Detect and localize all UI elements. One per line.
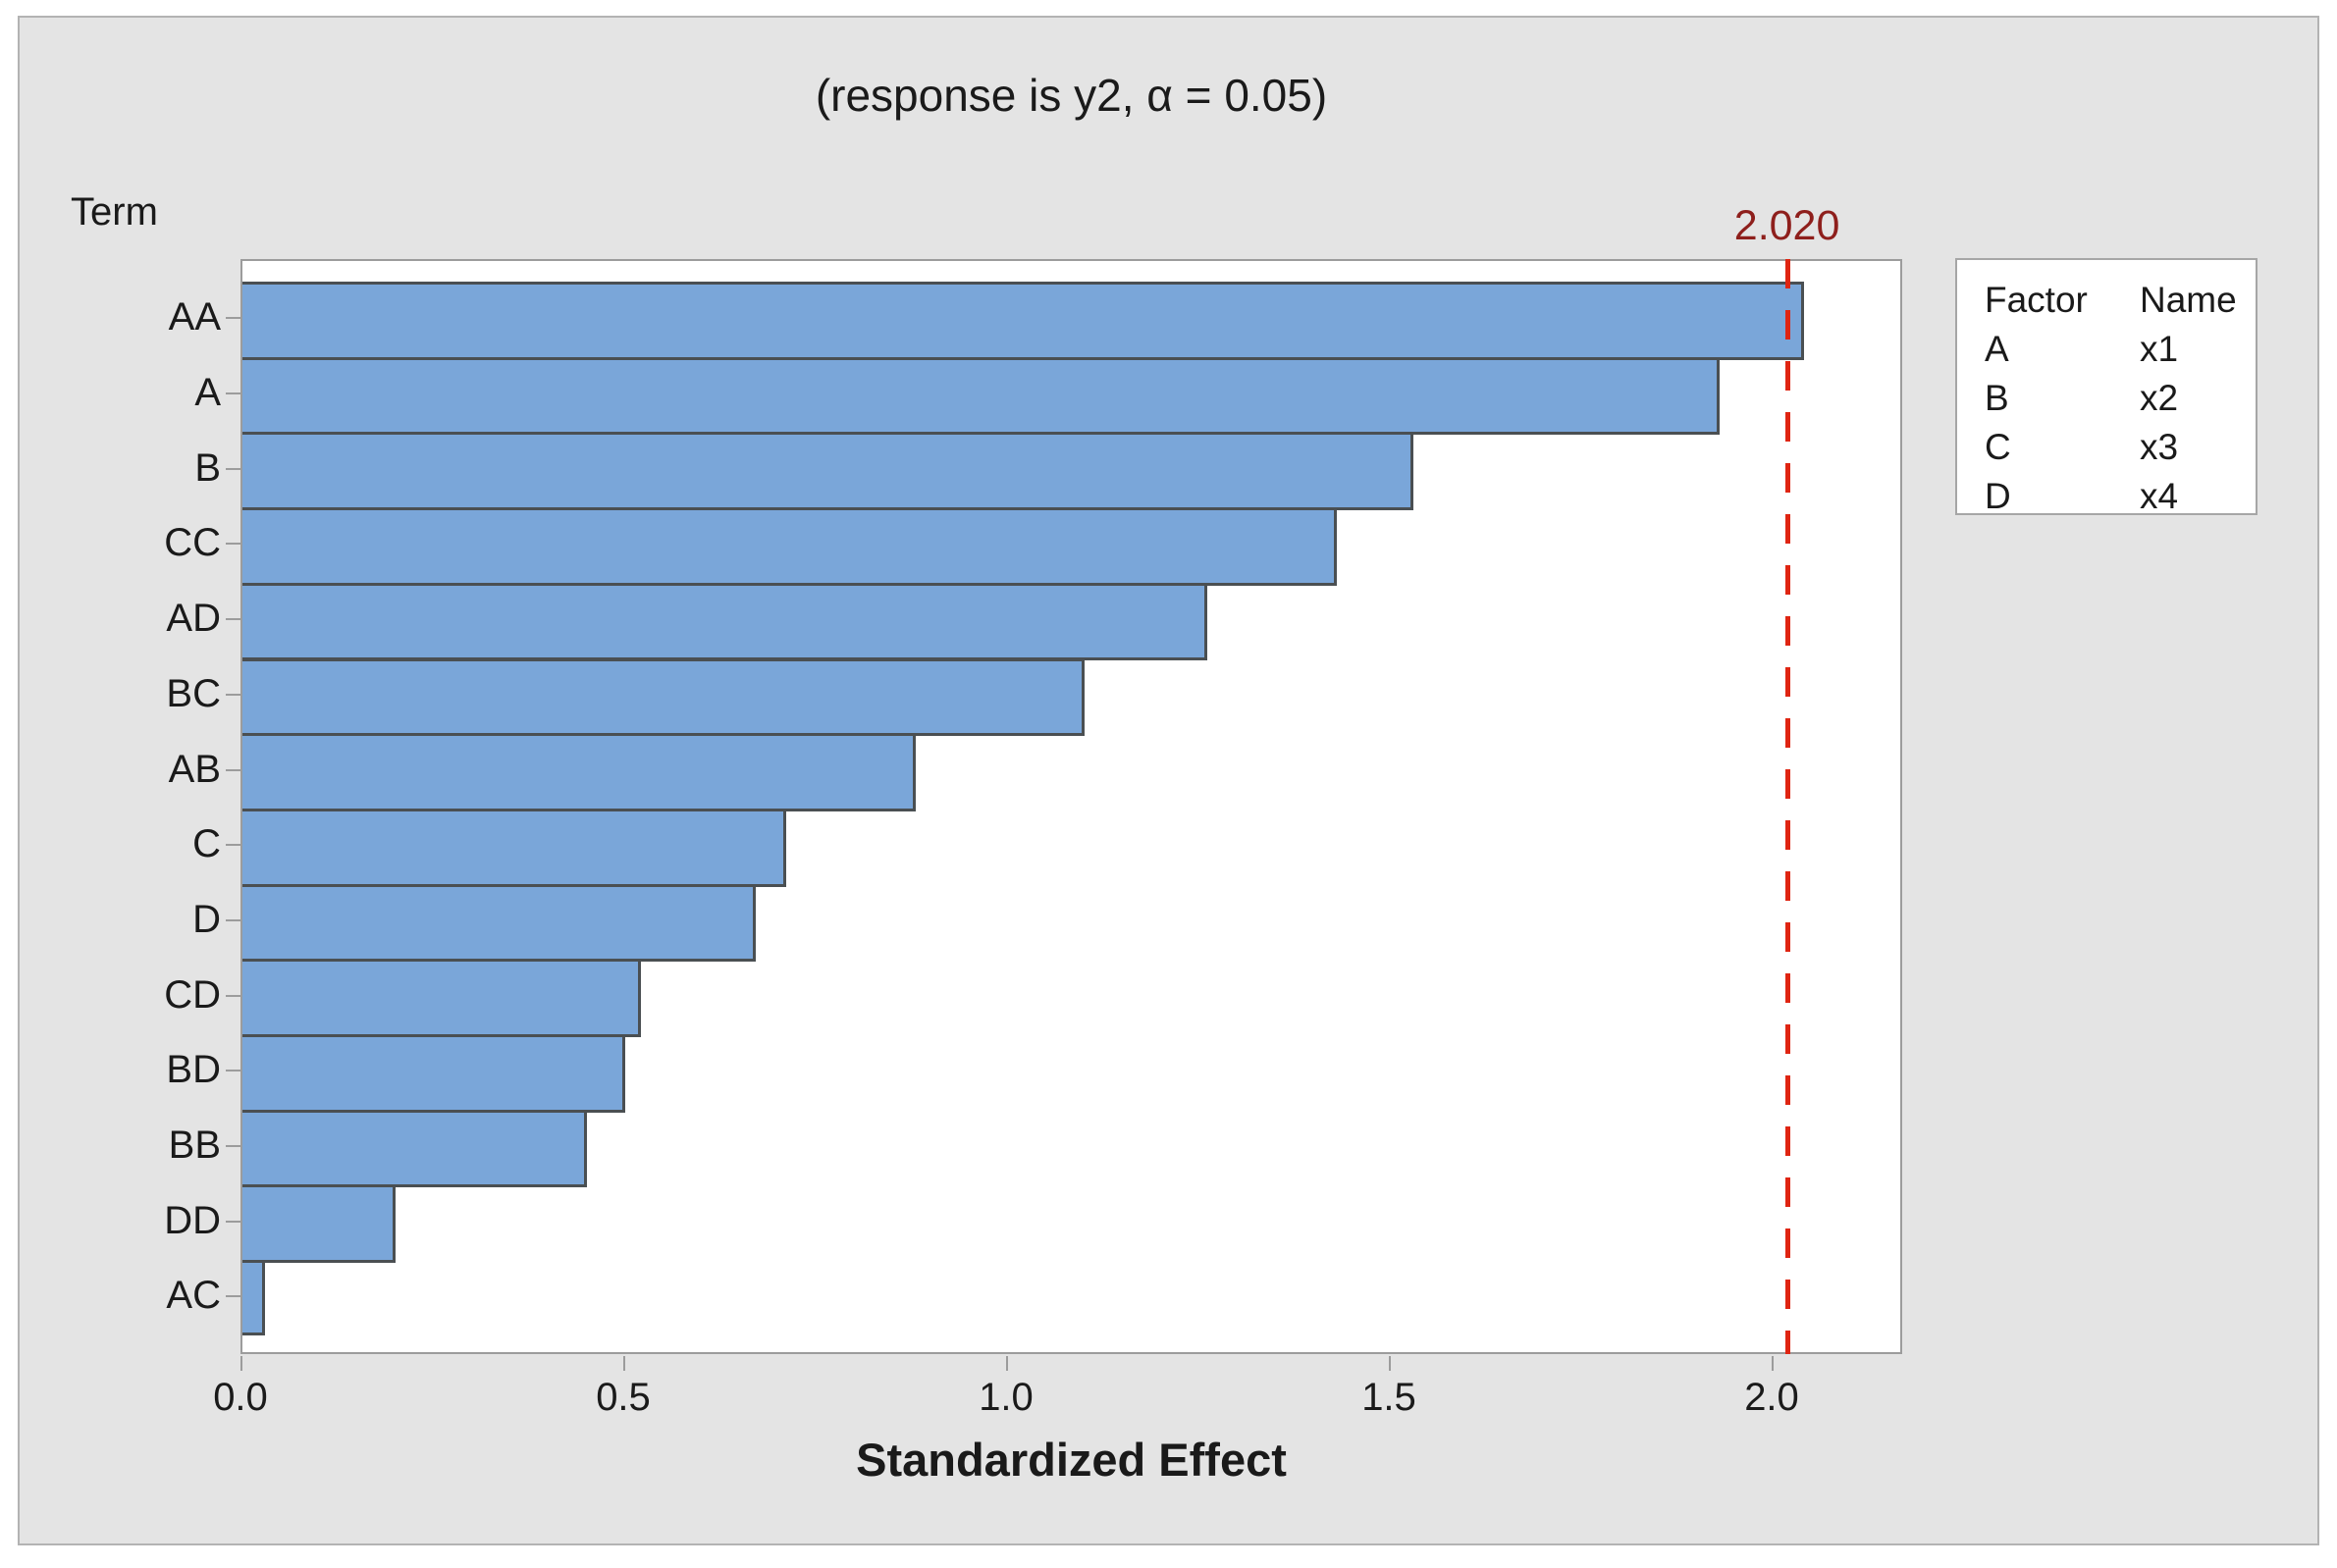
x-tick-label-2.0: 2.0 [1744,1376,1799,1419]
x-tick-mark [1006,1356,1008,1371]
y-tick-label-AD: AD [166,597,221,641]
y-tick-label-A: A [194,371,221,415]
legend-header-name: Name [2140,280,2237,320]
bar-CC [242,507,1338,586]
reference-line-label: 2.020 [1733,202,1840,249]
bar-D [242,883,756,963]
legend-header: Factor Name [1985,276,2256,325]
y-tick-mark [226,1070,240,1072]
legend-row-C-factor: C [1985,427,2011,467]
y-tick-mark [226,543,240,546]
y-tick-mark [226,994,240,997]
x-axis-title: Standardized Effect [856,1434,1287,1486]
y-tick-label-CD: CD [164,972,221,1017]
bar-AB [242,733,917,811]
y-tick-mark [226,1295,240,1298]
y-tick-label-AA: AA [168,295,221,340]
bar-A [242,356,1721,436]
legend-row-B-name: x2 [2140,378,2179,418]
x-tick-mark [623,1356,625,1371]
x-tick-label-1.5: 1.5 [1361,1376,1416,1419]
bar-DD [242,1184,396,1264]
x-tick-mark [1389,1356,1391,1371]
legend-header-factor: Factor [1985,280,2088,320]
reference-line [1784,259,1790,1354]
y-tick-label-B: B [194,445,221,490]
bar-CD [242,959,641,1037]
y-tick-mark [226,392,240,395]
bar-AD [242,582,1207,661]
x-tick-label-1.0: 1.0 [979,1376,1034,1419]
y-tick-mark [226,844,240,847]
bar-AC [242,1260,266,1335]
chart-title: (response is y2, α = 0.05) [815,70,1328,121]
y-tick-mark [226,1145,240,1148]
legend-row-A-name: x1 [2140,329,2179,369]
chart-panel: (response is y2, α = 0.05) Term Standard… [18,16,2319,1545]
legend-row-A-factor: A [1985,329,2009,369]
bar-AA [242,282,1805,360]
y-tick-label-BB: BB [168,1124,221,1168]
y-tick-mark [226,467,240,470]
y-tick-mark [226,1220,240,1223]
plot-area [240,259,1902,1354]
legend-row-D-factor: D [1985,476,2011,516]
x-tick-mark [1772,1356,1774,1371]
y-tick-mark [226,317,240,320]
x-tick-mark [240,1356,242,1371]
y-tick-mark [226,768,240,771]
legend-row-C-name: x3 [2140,427,2179,467]
y-tick-mark [226,693,240,696]
y-tick-label-AC: AC [166,1274,221,1318]
y-tick-label-D: D [192,897,221,941]
bar-BB [242,1109,587,1188]
y-tick-label-BC: BC [166,671,221,715]
x-tick-label-0.0: 0.0 [213,1376,268,1419]
legend-row-D-name: x4 [2140,476,2179,516]
y-tick-label-BD: BD [166,1048,221,1092]
y-tick-mark [226,618,240,621]
y-tick-mark [226,918,240,921]
bar-B [242,432,1414,511]
legend-row-B-factor: B [1985,378,2009,418]
x-tick-label-0.5: 0.5 [596,1376,651,1419]
bar-BC [242,657,1085,737]
y-tick-label-C: C [192,822,221,866]
bar-BD [242,1034,625,1113]
y-tick-label-DD: DD [164,1198,221,1242]
bar-C [242,808,786,887]
y-axis-title: Term [71,190,158,234]
y-tick-label-AB: AB [168,747,221,791]
y-tick-label-CC: CC [164,521,221,565]
